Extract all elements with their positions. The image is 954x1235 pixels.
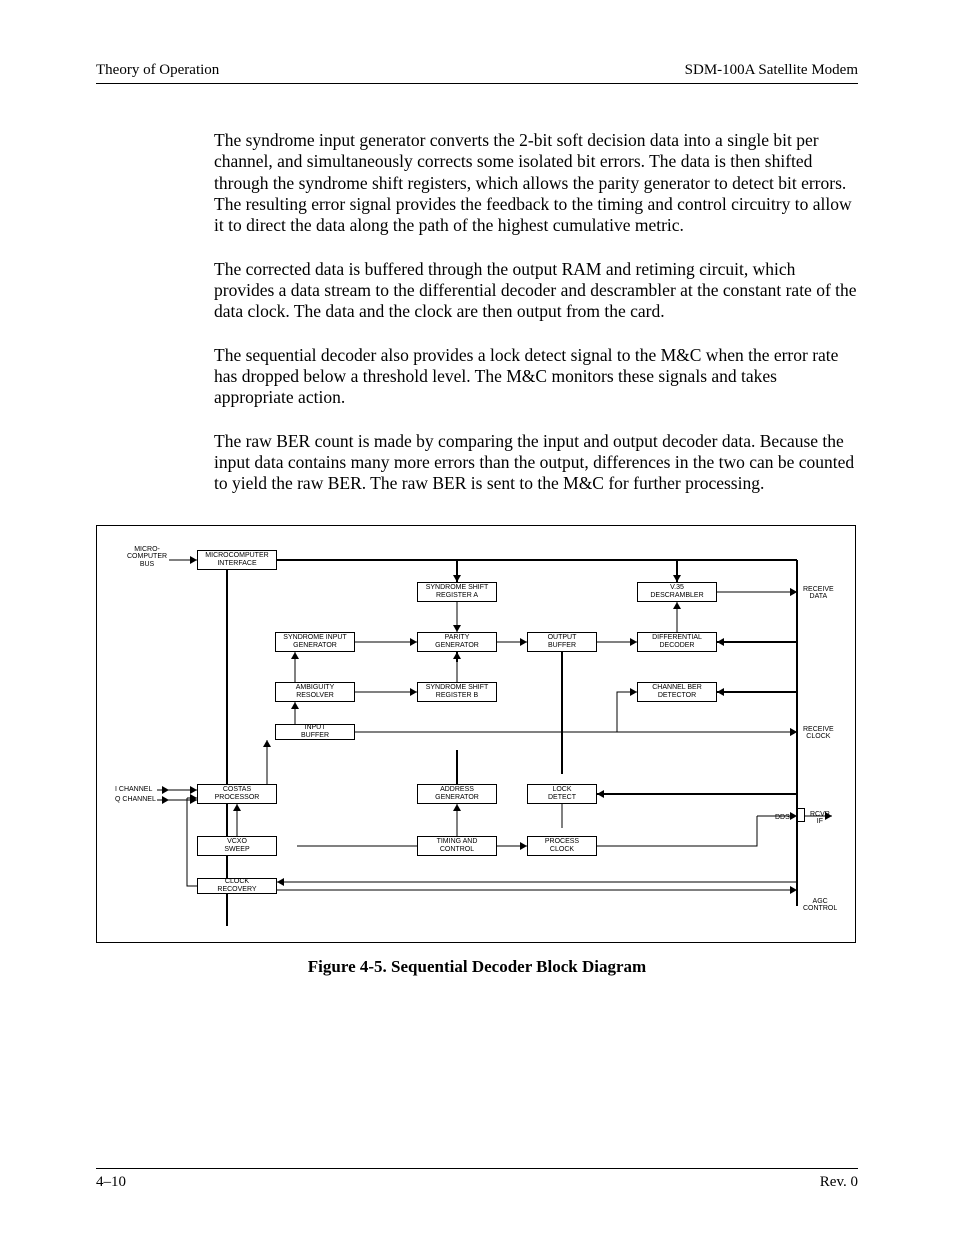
arrow xyxy=(263,740,271,747)
node-ssr_b: SYNDROME SHIFT REGISTER B xyxy=(417,682,497,702)
arrow xyxy=(233,804,241,811)
side-label: RECEIVE DATA xyxy=(803,586,834,601)
node-chber: CHANNEL BER DETECTOR xyxy=(637,682,717,702)
arrow xyxy=(630,638,637,646)
side-label: Q CHANNEL xyxy=(115,796,156,803)
paragraph-4: The raw BER count is made by comparing t… xyxy=(214,431,858,495)
node-timing: TIMING AND CONTROL xyxy=(417,836,497,856)
node-pclk: PROCESS CLOCK xyxy=(527,836,597,856)
node-parity: PARITY GENERATOR xyxy=(417,632,497,652)
paragraph-2: The corrected data is buffered through t… xyxy=(214,259,858,323)
node-lock: LOCK DETECT xyxy=(527,784,597,804)
header-right: SDM-100A Satellite Modem xyxy=(685,62,858,79)
arrow xyxy=(597,790,604,798)
arrow xyxy=(520,842,527,850)
node-ibuf: INPUT BUFFER xyxy=(275,724,355,740)
arrow xyxy=(291,652,299,659)
node-v35: V.35 DESCRAMBLER xyxy=(637,582,717,602)
node-amb: AMBIGUITY RESOLVER xyxy=(275,682,355,702)
side-label: DDS xyxy=(775,814,790,821)
side-label: MICRO- COMPUTER BUS xyxy=(127,546,167,568)
arrow xyxy=(790,588,797,596)
arrow xyxy=(717,638,724,646)
side-label: RECEIVE CLOCK xyxy=(803,726,834,741)
node-ssr_a: SYNDROME SHIFT REGISTER A xyxy=(417,582,497,602)
node-mc_intf: MICROCOMPUTER INTERFACE xyxy=(197,550,277,570)
node-sig: SYNDROME INPUT GENERATOR xyxy=(275,632,355,652)
side-label: AGC CONTROL xyxy=(803,898,837,913)
side-label: I CHANNEL xyxy=(115,786,152,793)
body-text: The syndrome input generator converts th… xyxy=(214,130,858,495)
footer-right: Rev. 0 xyxy=(820,1174,858,1191)
arrow xyxy=(520,638,527,646)
node-addr: ADDRESS GENERATOR xyxy=(417,784,497,804)
footer-rule xyxy=(96,1168,858,1169)
arrow xyxy=(453,652,461,659)
node-vcxo: VCXO SWEEP xyxy=(197,836,277,856)
arrow xyxy=(453,804,461,811)
figure-block-diagram: MICROCOMPUTER INTERFACE SYNDROME SHIFT RE… xyxy=(96,525,856,943)
arrow xyxy=(790,812,797,820)
node-dds-port xyxy=(797,808,805,822)
paragraph-1: The syndrome input generator converts th… xyxy=(214,130,858,237)
arrow xyxy=(825,812,832,820)
node-obuf: OUTPUT BUFFER xyxy=(527,632,597,652)
arrow xyxy=(790,886,797,894)
arrow xyxy=(190,556,197,564)
arrow xyxy=(790,728,797,736)
header-left: Theory of Operation xyxy=(96,62,219,79)
node-clkrec: CLOCK RECOVERY xyxy=(197,878,277,894)
arrow xyxy=(453,575,461,582)
arrow xyxy=(291,702,299,709)
arrow xyxy=(453,625,461,632)
arrow xyxy=(410,638,417,646)
node-costas: COSTAS PROCESSOR xyxy=(197,784,277,804)
header-rule xyxy=(96,83,858,84)
arrow xyxy=(673,602,681,609)
arrow xyxy=(162,786,169,794)
footer-left: 4–10 xyxy=(96,1174,126,1191)
arrow xyxy=(673,575,681,582)
arrow xyxy=(410,688,417,696)
paragraph-3: The sequential decoder also provides a l… xyxy=(214,345,858,409)
arrow xyxy=(277,878,284,886)
arrow xyxy=(162,796,169,804)
figure-caption: Figure 4-5. Sequential Decoder Block Dia… xyxy=(96,957,858,977)
arrow xyxy=(190,786,197,794)
arrow xyxy=(630,688,637,696)
node-diff: DIFFERENTIAL DECODER xyxy=(637,632,717,652)
arrow xyxy=(717,688,724,696)
arrow xyxy=(190,794,197,802)
